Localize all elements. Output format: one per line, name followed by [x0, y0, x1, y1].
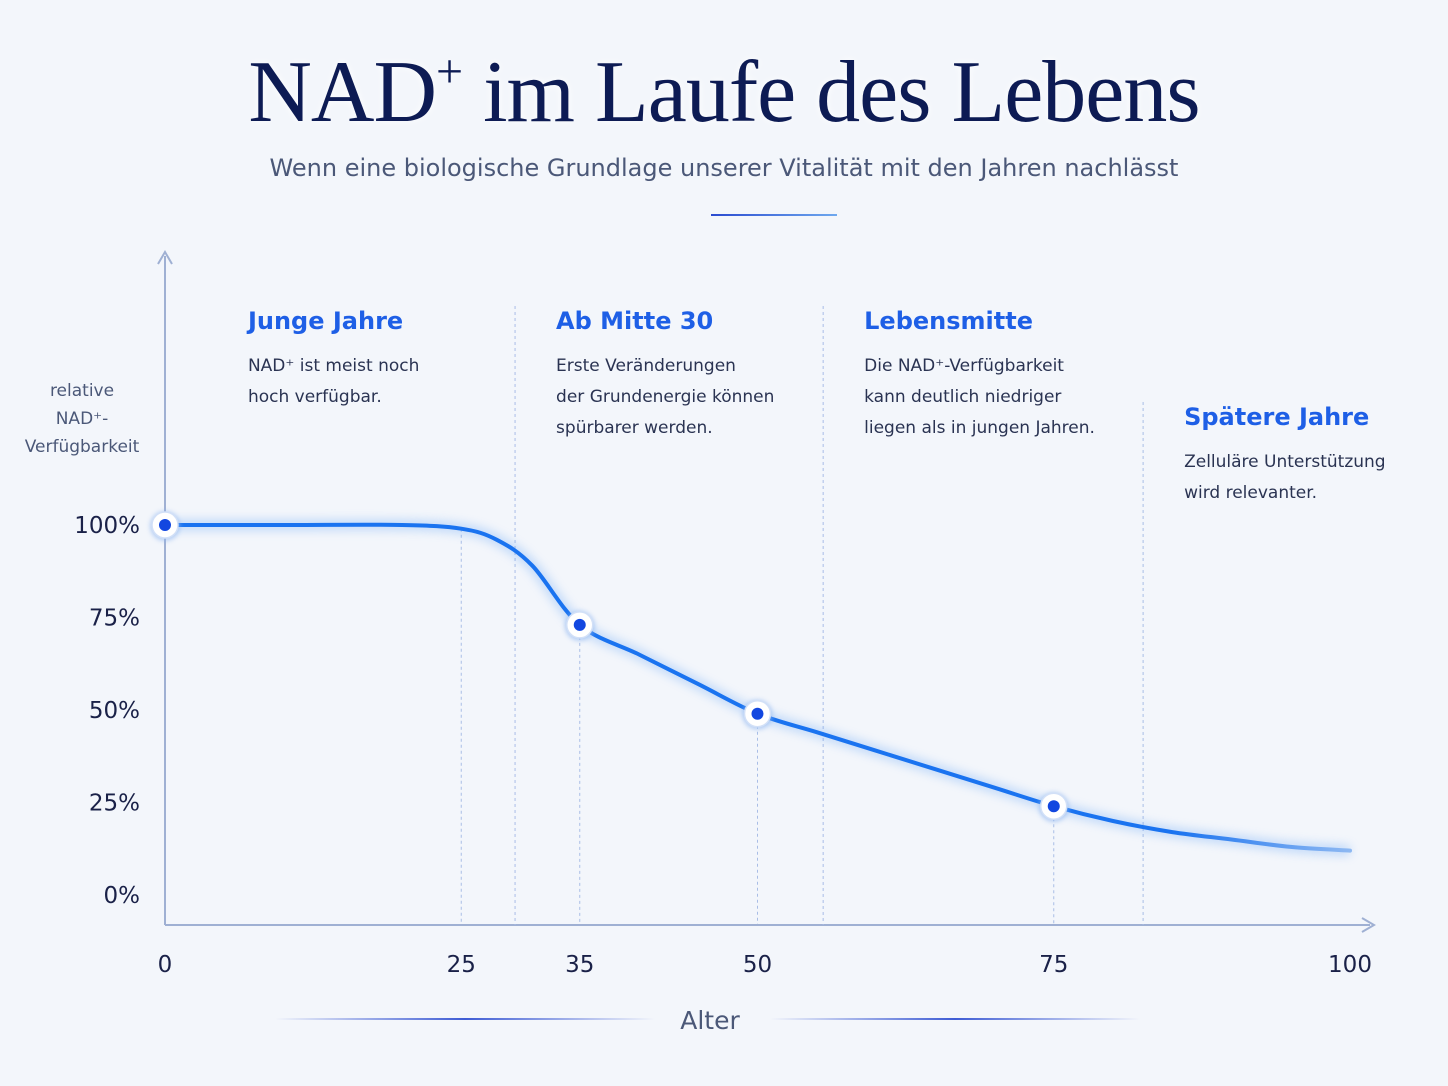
x-tick-label: 50 — [743, 952, 772, 978]
y-tick-label: 0% — [104, 883, 141, 909]
x-axis-label: Alter — [680, 1006, 740, 1035]
x-tick-label: 0 — [158, 952, 173, 978]
stage-text-line: der Grundenergie können — [556, 387, 774, 407]
stage-annotations: Junge Jahre NAD⁺ ist meist noch hoch verfü… — [246, 306, 1386, 925]
y-tick-label: 50% — [89, 698, 140, 724]
guide-lines — [460, 528, 1055, 925]
x-tick-label: 35 — [565, 952, 594, 978]
series-line — [163, 522, 1352, 853]
stage-text-line: kann deutlich niedriger — [864, 387, 1061, 407]
x-tick-label: 100 — [1328, 952, 1372, 978]
x-label-rule-right — [770, 1018, 1140, 1020]
stage-title: Ab Mitte 30 — [556, 307, 713, 335]
x-tick-label: 75 — [1039, 952, 1068, 978]
stage-title: Spätere Jahre — [1184, 403, 1369, 431]
data-point — [751, 707, 764, 720]
y-tick-label: 25% — [89, 791, 140, 817]
x-label-rule-left — [275, 1018, 655, 1020]
stage-text-line: Die NAD⁺-Verfügbarkeit — [864, 356, 1064, 376]
stage-text-line: spürbarer werden. — [556, 418, 713, 438]
title-rest: im Laufe des Lebens — [462, 44, 1200, 141]
series-line-glow — [165, 519, 1351, 856]
data-point — [1047, 800, 1060, 813]
data-point — [159, 519, 171, 531]
x-axis-label-group: Alter — [275, 1006, 1140, 1035]
stage-text-line: NAD⁺ ist meist noch — [248, 356, 419, 376]
stage-text-line: Erste Veränderungen — [556, 356, 736, 376]
stage-text-line: liegen als in jungen Jahren. — [864, 418, 1095, 438]
stage-text-line: hoch verfügbar. — [248, 387, 382, 407]
x-tick-label: 25 — [447, 952, 476, 978]
axes — [157, 250, 1376, 933]
data-markers — [150, 511, 1069, 823]
y-axis-arrow — [157, 250, 173, 265]
title-superscript: + — [436, 45, 463, 98]
stage-text-line: Zelluläre Unterstützung — [1184, 452, 1386, 472]
x-tick-labels: 0 25 35 50 75 100 — [158, 952, 1372, 978]
page-subtitle: Wenn eine biologische Grundlage unserer … — [269, 154, 1179, 182]
data-point — [573, 618, 586, 631]
y-axis-label: relative NAD⁺- Verfügbarkeit — [25, 381, 140, 457]
y-tick-label: 75% — [89, 606, 140, 632]
y-axis-label-line: Verfügbarkeit — [25, 437, 140, 457]
y-tick-labels: 0% 25% 50% 75% 100% — [74, 513, 140, 909]
title-main: NAD — [248, 44, 437, 141]
y-axis-label-line: NAD⁺- — [56, 409, 109, 429]
stage-text-line: wird relevanter. — [1184, 483, 1317, 503]
series-curve — [163, 519, 1352, 856]
x-axis-arrow — [1361, 917, 1376, 933]
y-tick-label: 100% — [74, 513, 140, 539]
stage-title: Lebensmitte — [864, 307, 1033, 335]
page-title: NAD+ im Laufe des Lebens — [0, 42, 1448, 143]
stage-title: Junge Jahre — [246, 307, 403, 335]
title-divider — [711, 214, 837, 216]
y-axis-label-line: relative — [50, 381, 114, 401]
